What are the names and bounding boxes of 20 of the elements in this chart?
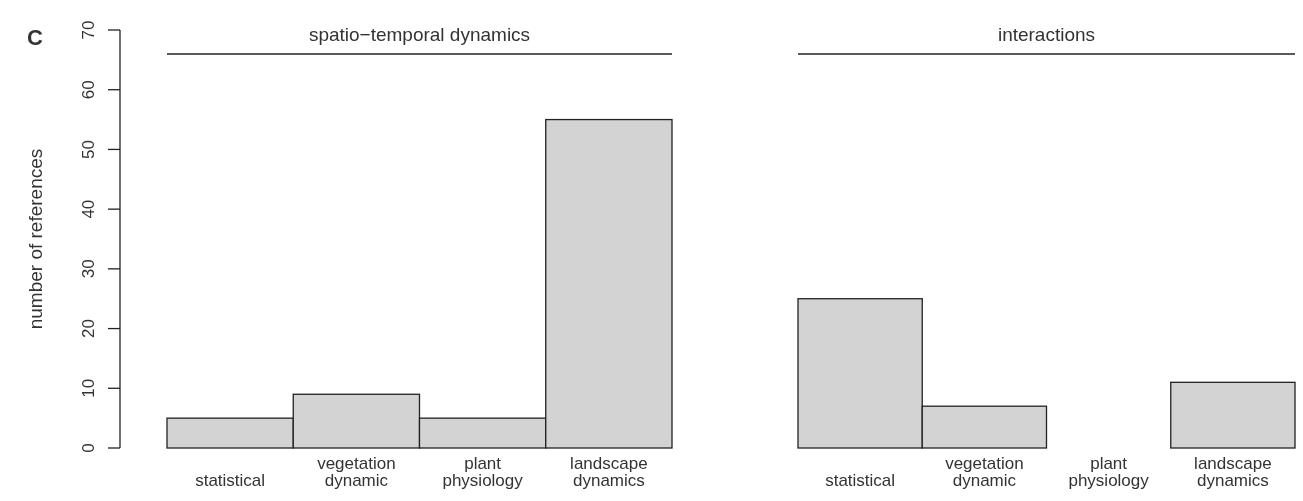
y-tick-label: 50 xyxy=(78,139,98,159)
y-tick-label: 20 xyxy=(78,319,98,339)
x-tick-label: statistical xyxy=(825,471,896,490)
x-tick-label: landscape dynamics xyxy=(1194,454,1272,490)
y-axis-title: number of references xyxy=(25,148,46,330)
text: C xyxy=(27,25,43,50)
x-tick-label: vegetation dynamic xyxy=(945,454,1024,490)
y-tick-label: 60 xyxy=(78,80,98,100)
x-tick-label: plant physiology xyxy=(1068,454,1150,490)
y-tick-label: 10 xyxy=(78,378,98,398)
x-tick-label: landscape dynamics xyxy=(570,454,648,490)
y-tick-label: 70 xyxy=(78,20,98,40)
y-tick-label: 0 xyxy=(78,443,98,453)
x-tick-label: statistical xyxy=(195,471,266,490)
y-tick-label: 40 xyxy=(78,199,98,219)
x-tick-label: plant physiology xyxy=(442,454,524,490)
y-tick-label: 30 xyxy=(78,259,98,279)
x-tick-label: vegetation dynamic xyxy=(317,454,396,490)
chart-title: spatio−temporal dynamics xyxy=(308,24,531,45)
chart-title: interactions xyxy=(997,24,1096,45)
